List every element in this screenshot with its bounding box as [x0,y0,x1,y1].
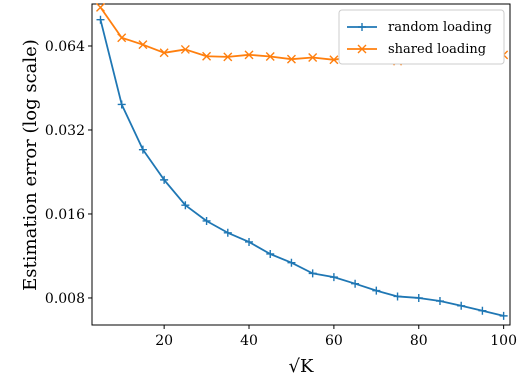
data-point-random-loading [117,100,126,109]
data-point-random-loading [223,228,232,237]
data-point-shared-loading [202,51,212,61]
data-point-random-loading [245,237,254,246]
legend-label-random-loading: random loading [388,20,492,35]
legend-box [338,9,505,65]
data-point-random-loading [457,301,466,310]
data-point-random-loading [435,297,444,306]
x-tick-label: 40 [240,333,258,349]
x-tick-label: 80 [410,333,428,349]
data-point-random-loading [393,292,402,301]
data-point-shared-loading [180,44,190,54]
data-point-shared-loading [308,52,318,62]
y-tick-label: 0.032 [45,123,85,139]
legend: random loading shared loading [338,9,505,65]
data-point-random-loading [202,216,211,225]
data-point-shared-loading [138,40,148,50]
plot-frame [91,3,511,326]
data-point-random-loading [160,175,169,184]
x-axis-label: √K [289,356,314,377]
data-point-random-loading [138,145,147,154]
data-point-random-loading [351,279,360,288]
data-point-shared-loading [286,54,296,64]
data-point-random-loading [287,258,296,267]
y-axis: 0.008 0.016 0.032 0.064 [45,39,92,307]
y-axis-label: Estimation error (log scale) [20,39,41,291]
data-point-random-loading [414,293,423,302]
data-point-shared-loading [117,33,127,43]
data-point-shared-loading [244,50,254,60]
data-point-random-loading [329,273,338,282]
x-tick-label: 60 [325,333,343,349]
data-point-shared-loading [159,48,169,58]
legend-label-shared-loading: shared loading [388,42,486,57]
x-tick-label: 100 [490,333,517,349]
x-tick-label: 20 [155,333,173,349]
data-point-shared-loading [223,52,233,62]
data-point-random-loading [372,286,381,295]
y-tick-label: 0.064 [45,39,85,55]
data-point-shared-loading [329,55,339,65]
data-point-shared-loading [265,51,275,61]
data-point-random-loading [308,269,317,278]
x-axis: 20 40 60 80 100 [155,325,517,349]
data-point-random-loading [478,306,487,315]
data-point-random-loading [96,15,105,24]
data-point-random-loading [181,201,190,210]
data-point-random-loading [499,311,508,320]
legend-marker-shared-loading [357,44,367,54]
y-tick-label: 0.008 [45,291,85,307]
y-tick-label: 0.016 [45,207,85,223]
data-point-shared-loading [95,2,105,12]
data-point-random-loading [266,249,275,258]
legend-marker-random-loading [358,23,366,31]
series-random-loading [96,15,508,320]
